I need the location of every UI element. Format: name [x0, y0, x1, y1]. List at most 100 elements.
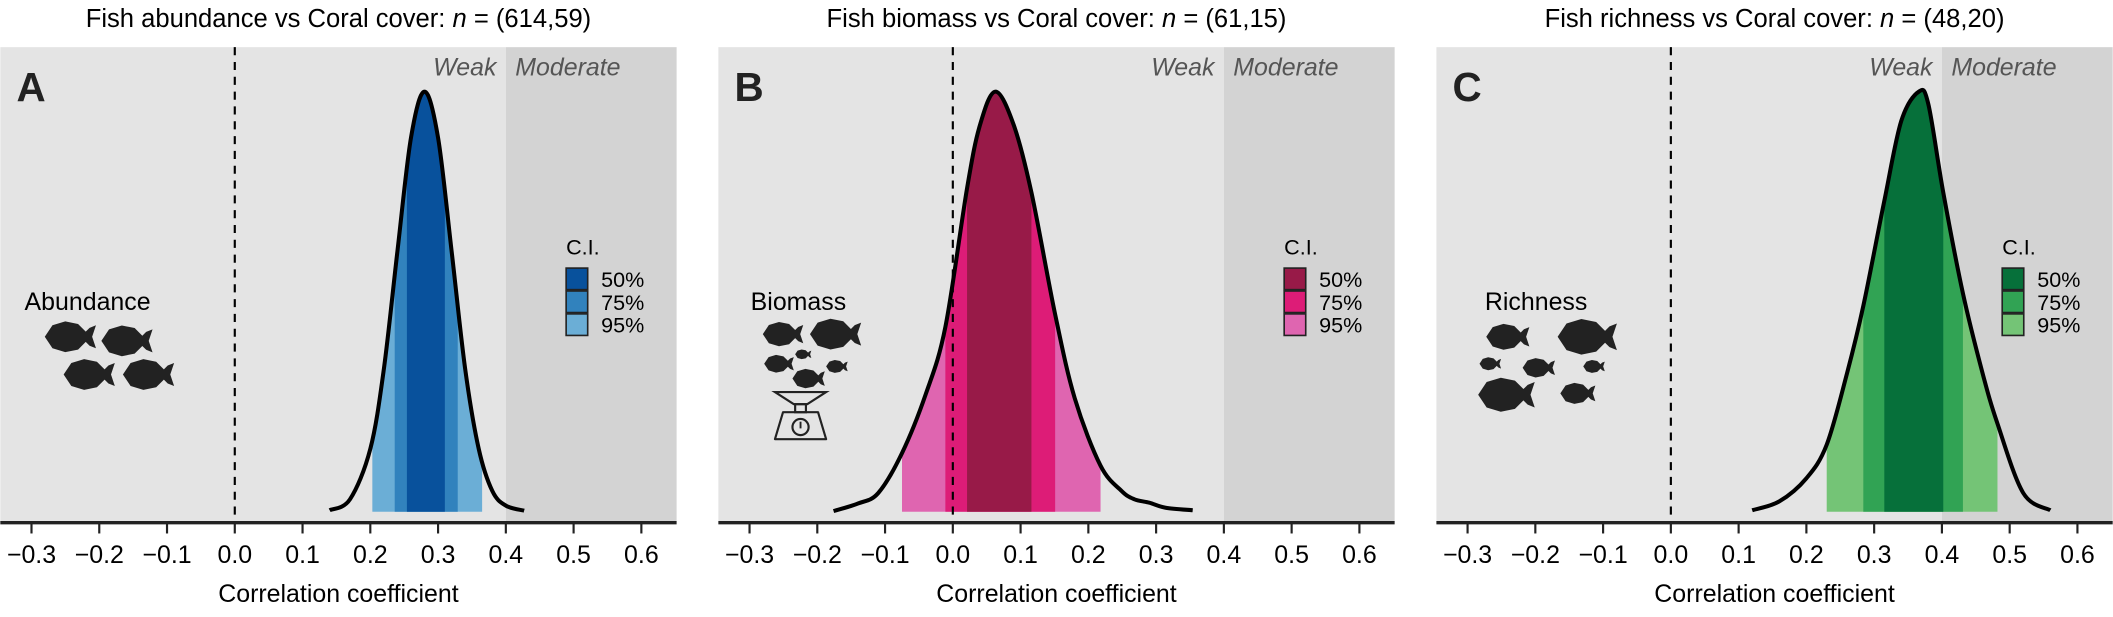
legend-swatch-75: [565, 290, 589, 314]
x-tick-label: 0.2: [1071, 541, 1106, 569]
fish-species-icon: [1478, 319, 1617, 412]
fish-silhouette: [1486, 323, 1530, 350]
fish-silhouette: [826, 359, 848, 373]
fish-silhouette: [101, 325, 153, 357]
fish-silhouette: [44, 321, 96, 353]
legend-swatch-50: [1283, 267, 1307, 291]
legend-label: 95%: [601, 313, 644, 338]
x-tick-label: 0.6: [2060, 541, 2095, 569]
icon-label: Richness: [1485, 288, 1587, 316]
fish-silhouette: [1479, 357, 1502, 371]
legend-swatch-75: [2001, 290, 2025, 314]
title-n: n: [1880, 5, 1894, 33]
panel-title: Fish biomass vs Coral cover: n = (61,15): [827, 5, 1287, 33]
legend-label: 75%: [601, 290, 644, 315]
panel-letter: A: [16, 64, 45, 110]
x-tick-label: −0.3: [7, 541, 56, 569]
x-tick-label: 0.2: [1789, 541, 1824, 569]
zone-label-weak: Weak: [1151, 53, 1216, 81]
x-tick-label: 0.5: [1992, 541, 2027, 569]
title-text: Fish richness vs Coral cover:: [1545, 5, 1880, 33]
legend-swatch-50: [2001, 267, 2025, 291]
fish-silhouette: [1478, 377, 1535, 412]
x-tick-label: 0.3: [1857, 541, 1892, 569]
x-axis-label: Correlation coefficient: [1654, 580, 1895, 608]
legend-swatch-95: [2001, 313, 2025, 337]
ci-band-50: [967, 91, 1032, 512]
x-tick-label: 0.6: [1342, 541, 1377, 569]
scale-pan: [771, 390, 830, 406]
fish-silhouette: [1560, 382, 1596, 404]
panel-title: Fish richness vs Coral cover: n = (48,20…: [1545, 5, 2005, 33]
x-tick-label: 0.3: [1139, 541, 1174, 569]
scale-body: [773, 411, 828, 441]
x-tick-label: −0.2: [75, 541, 124, 569]
legend-title: C.I.: [1284, 235, 1318, 260]
title-n: n: [453, 5, 467, 33]
x-tick-label: 0.0: [217, 541, 252, 569]
legend-swatch-75: [1283, 290, 1307, 314]
legend-label: 50%: [1319, 267, 1362, 292]
x-tick-label: 0.0: [936, 541, 971, 569]
x-tick-label: 0.2: [353, 541, 388, 569]
icon-label: Abundance: [25, 288, 151, 316]
x-tick-label: 0.6: [624, 541, 659, 569]
panel-title: Fish abundance vs Coral cover: n = (614,…: [86, 5, 591, 33]
legend-label: 50%: [601, 267, 644, 292]
title-count: = (614,59): [467, 5, 591, 33]
zone-label-moderate: Moderate: [1233, 53, 1338, 81]
panel-b: Fish biomass vs Coral cover: n = (61,15)…: [718, 5, 1395, 608]
fish-scale-icon: [762, 318, 862, 441]
zone-label-weak: Weak: [1869, 53, 1934, 81]
title-count: = (48,20): [1894, 5, 2004, 33]
ci-band-50: [406, 91, 445, 512]
panel-letter: C: [1453, 64, 1482, 110]
fish-silhouette: [1557, 319, 1617, 355]
x-tick-label: 0.4: [489, 541, 524, 569]
fish-silhouette: [809, 318, 862, 350]
x-axis-label: Correlation coefficient: [218, 580, 459, 608]
fish-silhouette: [1522, 358, 1555, 378]
scale-dial: [791, 417, 810, 437]
x-tick-label: −0.1: [1579, 541, 1628, 569]
zone-label-moderate: Moderate: [1951, 53, 2056, 81]
zone-moderate: [505, 47, 677, 523]
legend-swatch-95: [565, 313, 589, 337]
density-curve: [832, 89, 1193, 514]
legend-label: 95%: [2037, 313, 2080, 338]
panel-letter: B: [735, 64, 764, 110]
legend-swatch-95: [1283, 313, 1307, 337]
x-tick-label: 0.4: [1925, 541, 1960, 569]
zone-label-weak: Weak: [433, 53, 498, 81]
x-tick-label: −0.2: [793, 541, 842, 569]
legend-label: 75%: [2037, 290, 2080, 315]
legend-title: C.I.: [2002, 235, 2036, 260]
density-curve: [328, 89, 525, 513]
zone-label-moderate: Moderate: [515, 53, 620, 81]
legend-title: C.I.: [566, 235, 600, 260]
x-tick-label: 0.4: [1207, 541, 1242, 569]
x-tick-label: −0.3: [1443, 541, 1492, 569]
x-axis-label: Correlation coefficient: [936, 580, 1177, 608]
title-text: Fish abundance vs Coral cover:: [86, 5, 453, 33]
panel-a: Fish abundance vs Coral cover: n = (614,…: [0, 5, 677, 608]
legend-label: 50%: [2037, 267, 2080, 292]
legend-swatch-50: [565, 267, 589, 291]
x-tick-label: −0.3: [725, 541, 774, 569]
title-n: n: [1162, 5, 1176, 33]
fish-silhouette: [762, 321, 804, 347]
fish-silhouette: [764, 354, 794, 373]
icon-label: Biomass: [751, 288, 847, 316]
x-tick-label: −0.1: [860, 541, 909, 569]
x-tick-label: 0.3: [421, 541, 456, 569]
x-tick-label: 0.1: [285, 541, 320, 569]
panel-c: Fish richness vs Coral cover: n = (48,20…: [1436, 5, 2113, 608]
x-tick-label: 0.5: [556, 541, 591, 569]
x-tick-label: 0.5: [1274, 541, 1309, 569]
density-curve: [1751, 87, 2052, 513]
title-text: Fish biomass vs Coral cover:: [827, 5, 1162, 33]
x-tick-label: 0.0: [1654, 541, 1689, 569]
fish-silhouette: [792, 368, 825, 389]
x-tick-label: −0.1: [142, 541, 191, 569]
